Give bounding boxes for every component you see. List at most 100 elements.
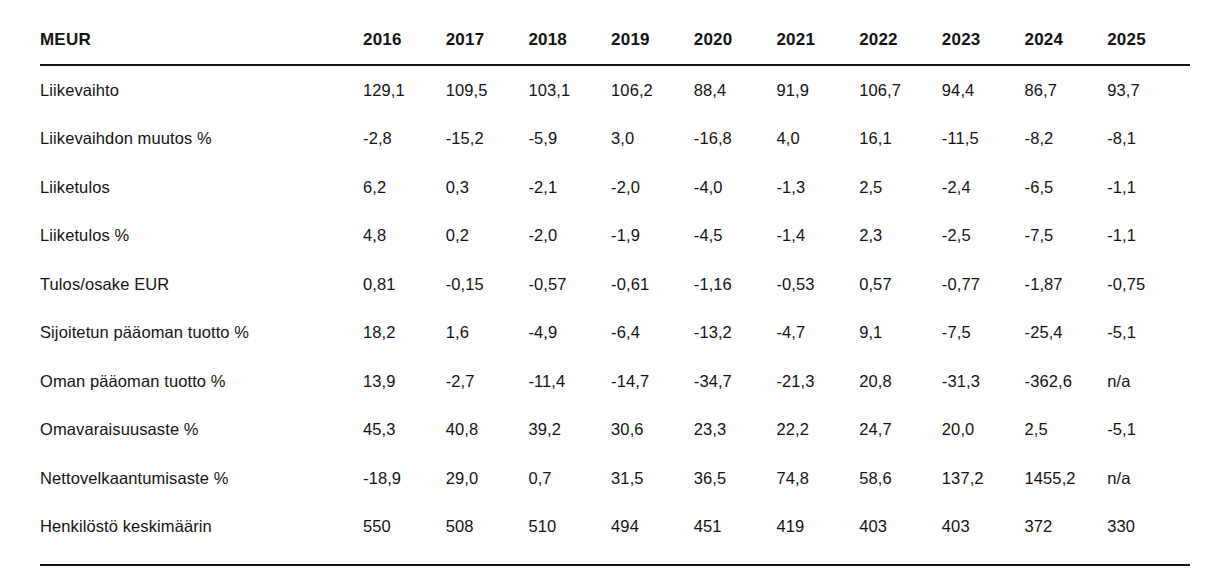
- value-cell: 129,1: [363, 65, 446, 115]
- value-cell: 0,3: [446, 163, 529, 212]
- value-cell: -16,8: [694, 115, 777, 164]
- value-cell: 0,2: [446, 212, 529, 261]
- value-cell: -7,5: [1025, 212, 1108, 261]
- value-cell: 1455,2: [1025, 454, 1108, 503]
- row-label: Henkilöstö keskimäärin: [40, 503, 363, 566]
- value-cell: 88,4: [694, 65, 777, 115]
- table-row: Henkilöstö keskimäärin550508510494451419…: [40, 503, 1190, 566]
- unit-header-cell: MEUR: [40, 15, 363, 65]
- value-cell: -0,77: [942, 260, 1025, 309]
- key-figures-table: MEUR 20162017201820192020202120222023202…: [40, 15, 1190, 566]
- value-cell: 137,2: [942, 454, 1025, 503]
- value-cell: 9,1: [859, 309, 942, 358]
- value-cell: -8,2: [1025, 115, 1108, 164]
- value-cell: -1,87: [1025, 260, 1108, 309]
- value-cell: -1,1: [1107, 163, 1190, 212]
- table-row: Liikevaihdon muutos %-2,8-15,2-5,93,0-16…: [40, 115, 1190, 164]
- value-cell: -0,75: [1107, 260, 1190, 309]
- value-cell: 0,57: [859, 260, 942, 309]
- value-cell: 106,7: [859, 65, 942, 115]
- value-cell: -13,2: [694, 309, 777, 358]
- value-cell: -2,0: [611, 163, 694, 212]
- value-cell: -1,1: [1107, 212, 1190, 261]
- value-cell: 508: [446, 503, 529, 566]
- value-cell: -2,4: [942, 163, 1025, 212]
- value-cell: -21,3: [776, 357, 859, 406]
- year-header-cell: 2019: [611, 15, 694, 65]
- value-cell: 45,3: [363, 406, 446, 455]
- table-row: Omavaraisuusaste %45,340,839,230,623,322…: [40, 406, 1190, 455]
- table-body: Liikevaihto129,1109,5103,1106,288,491,91…: [40, 65, 1190, 565]
- table-row: Liiketulos %4,80,2-2,0-1,9-4,5-1,42,3-2,…: [40, 212, 1190, 261]
- value-cell: -6,5: [1025, 163, 1108, 212]
- value-cell: -1,16: [694, 260, 777, 309]
- value-cell: -362,6: [1025, 357, 1108, 406]
- value-cell: 1,6: [446, 309, 529, 358]
- row-label: Liiketulos: [40, 163, 363, 212]
- value-cell: 494: [611, 503, 694, 566]
- value-cell: 4,0: [776, 115, 859, 164]
- value-cell: 510: [528, 503, 611, 566]
- year-header-cell: 2017: [446, 15, 529, 65]
- value-cell: 106,2: [611, 65, 694, 115]
- value-cell: -11,4: [528, 357, 611, 406]
- value-cell: 39,2: [528, 406, 611, 455]
- value-cell: 6,2: [363, 163, 446, 212]
- page: MEUR 20162017201820192020202120222023202…: [0, 0, 1227, 582]
- value-cell: 22,2: [776, 406, 859, 455]
- value-cell: -6,4: [611, 309, 694, 358]
- value-cell: 16,1: [859, 115, 942, 164]
- value-cell: 2,3: [859, 212, 942, 261]
- table-row: Oman pääoman tuotto %13,9-2,7-11,4-14,7-…: [40, 357, 1190, 406]
- value-cell: -0,53: [776, 260, 859, 309]
- value-cell: -4,5: [694, 212, 777, 261]
- value-cell: 109,5: [446, 65, 529, 115]
- value-cell: -34,7: [694, 357, 777, 406]
- value-cell: -0,15: [446, 260, 529, 309]
- value-cell: -5,9: [528, 115, 611, 164]
- row-label: Sijoitetun pääoman tuotto %: [40, 309, 363, 358]
- value-cell: 0,7: [528, 454, 611, 503]
- value-cell: -14,7: [611, 357, 694, 406]
- value-cell: 93,7: [1107, 65, 1190, 115]
- row-label: Liiketulos %: [40, 212, 363, 261]
- value-cell: n/a: [1107, 357, 1190, 406]
- value-cell: -1,4: [776, 212, 859, 261]
- year-header-cell: 2023: [942, 15, 1025, 65]
- value-cell: -15,2: [446, 115, 529, 164]
- value-cell: -18,9: [363, 454, 446, 503]
- value-cell: 58,6: [859, 454, 942, 503]
- value-cell: -5,1: [1107, 309, 1190, 358]
- value-cell: -8,1: [1107, 115, 1190, 164]
- value-cell: -25,4: [1025, 309, 1108, 358]
- value-cell: -4,0: [694, 163, 777, 212]
- value-cell: 23,3: [694, 406, 777, 455]
- value-cell: 2,5: [859, 163, 942, 212]
- value-cell: -5,1: [1107, 406, 1190, 455]
- row-label: Tulos/osake EUR: [40, 260, 363, 309]
- value-cell: 451: [694, 503, 777, 566]
- value-cell: -2,0: [528, 212, 611, 261]
- year-header-cell: 2021: [776, 15, 859, 65]
- row-label: Liikevaihto: [40, 65, 363, 115]
- row-label: Oman pääoman tuotto %: [40, 357, 363, 406]
- value-cell: -2,8: [363, 115, 446, 164]
- value-cell: -0,57: [528, 260, 611, 309]
- value-cell: 0,81: [363, 260, 446, 309]
- year-header-cell: 2020: [694, 15, 777, 65]
- year-header-cell: 2024: [1025, 15, 1108, 65]
- value-cell: 2,5: [1025, 406, 1108, 455]
- table-row: Sijoitetun pääoman tuotto %18,21,6-4,9-6…: [40, 309, 1190, 358]
- value-cell: 103,1: [528, 65, 611, 115]
- table-header: MEUR 20162017201820192020202120222023202…: [40, 15, 1190, 65]
- table-row: Liiketulos6,20,3-2,1-2,0-4,0-1,32,5-2,4-…: [40, 163, 1190, 212]
- value-cell: 29,0: [446, 454, 529, 503]
- value-cell: -2,1: [528, 163, 611, 212]
- value-cell: 419: [776, 503, 859, 566]
- value-cell: 13,9: [363, 357, 446, 406]
- value-cell: -1,9: [611, 212, 694, 261]
- value-cell: -7,5: [942, 309, 1025, 358]
- row-label: Nettovelkaantumisaste %: [40, 454, 363, 503]
- year-header-cell: 2025: [1107, 15, 1190, 65]
- row-label: Omavaraisuusaste %: [40, 406, 363, 455]
